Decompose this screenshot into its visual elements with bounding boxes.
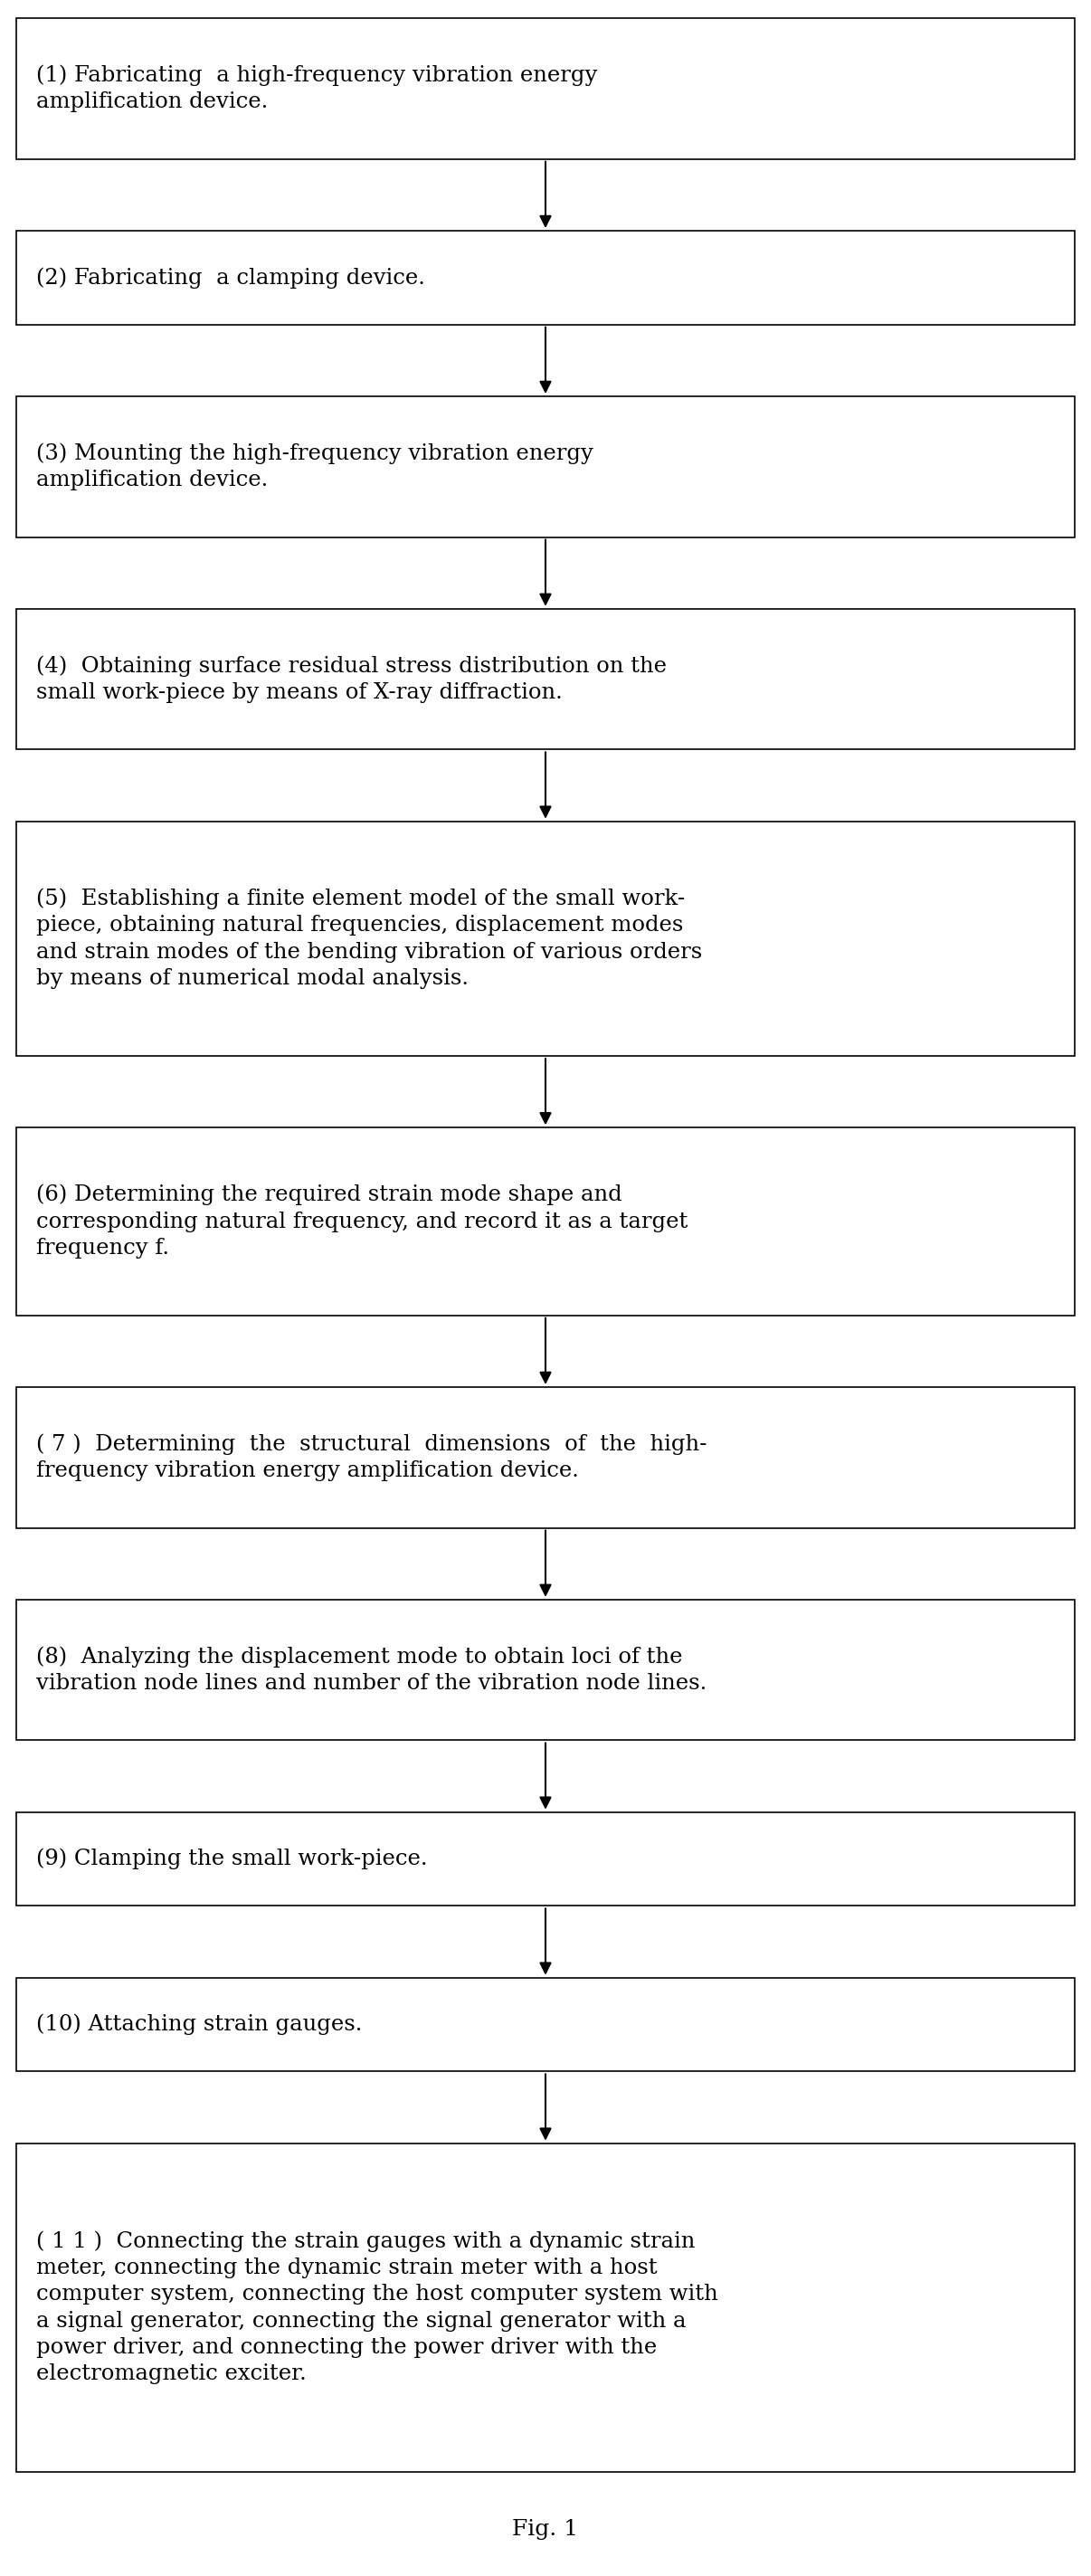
Bar xyxy=(16,18,1075,160)
Text: (6) Determining the required strain mode shape and
corresponding natural frequen: (6) Determining the required strain mode… xyxy=(36,1185,687,1260)
Bar xyxy=(16,2143,1075,2473)
Text: (5)  Establishing a finite element model of the small work-
piece, obtaining nat: (5) Establishing a finite element model … xyxy=(36,889,703,989)
Text: (4)  Obtaining surface residual stress distribution on the
small work-piece by m: (4) Obtaining surface residual stress di… xyxy=(36,654,667,703)
Text: (9) Clamping the small work-piece.: (9) Clamping the small work-piece. xyxy=(36,1850,428,1870)
Bar xyxy=(16,397,1075,538)
Text: (2) Fabricating  a clamping device.: (2) Fabricating a clamping device. xyxy=(36,268,425,289)
Bar xyxy=(16,1386,1075,1528)
Bar xyxy=(16,1811,1075,1906)
Bar xyxy=(16,1128,1075,1316)
Text: ( 7 )  Determining  the  structural  dimensions  of  the  high-
frequency vibrat: ( 7 ) Determining the structural dimensi… xyxy=(36,1435,707,1481)
Text: (8)  Analyzing the displacement mode to obtain loci of the
vibration node lines : (8) Analyzing the displacement mode to o… xyxy=(36,1646,707,1695)
Text: (10) Attaching strain gauges.: (10) Attaching strain gauges. xyxy=(36,2014,362,2035)
Bar xyxy=(16,1978,1075,2071)
Text: (3) Mounting the high-frequency vibration energy
amplification device.: (3) Mounting the high-frequency vibratio… xyxy=(36,443,594,489)
Text: (1) Fabricating  a high-frequency vibration energy
amplification device.: (1) Fabricating a high-frequency vibrati… xyxy=(36,64,598,113)
Bar xyxy=(16,608,1075,750)
Bar xyxy=(16,1600,1075,1741)
Text: ( 1 1 )  Connecting the strain gauges with a dynamic strain
meter, connecting th: ( 1 1 ) Connecting the strain gauges wit… xyxy=(36,2231,718,2385)
Bar xyxy=(16,822,1075,1056)
Text: Fig. 1: Fig. 1 xyxy=(513,2519,578,2540)
Bar xyxy=(16,232,1075,325)
